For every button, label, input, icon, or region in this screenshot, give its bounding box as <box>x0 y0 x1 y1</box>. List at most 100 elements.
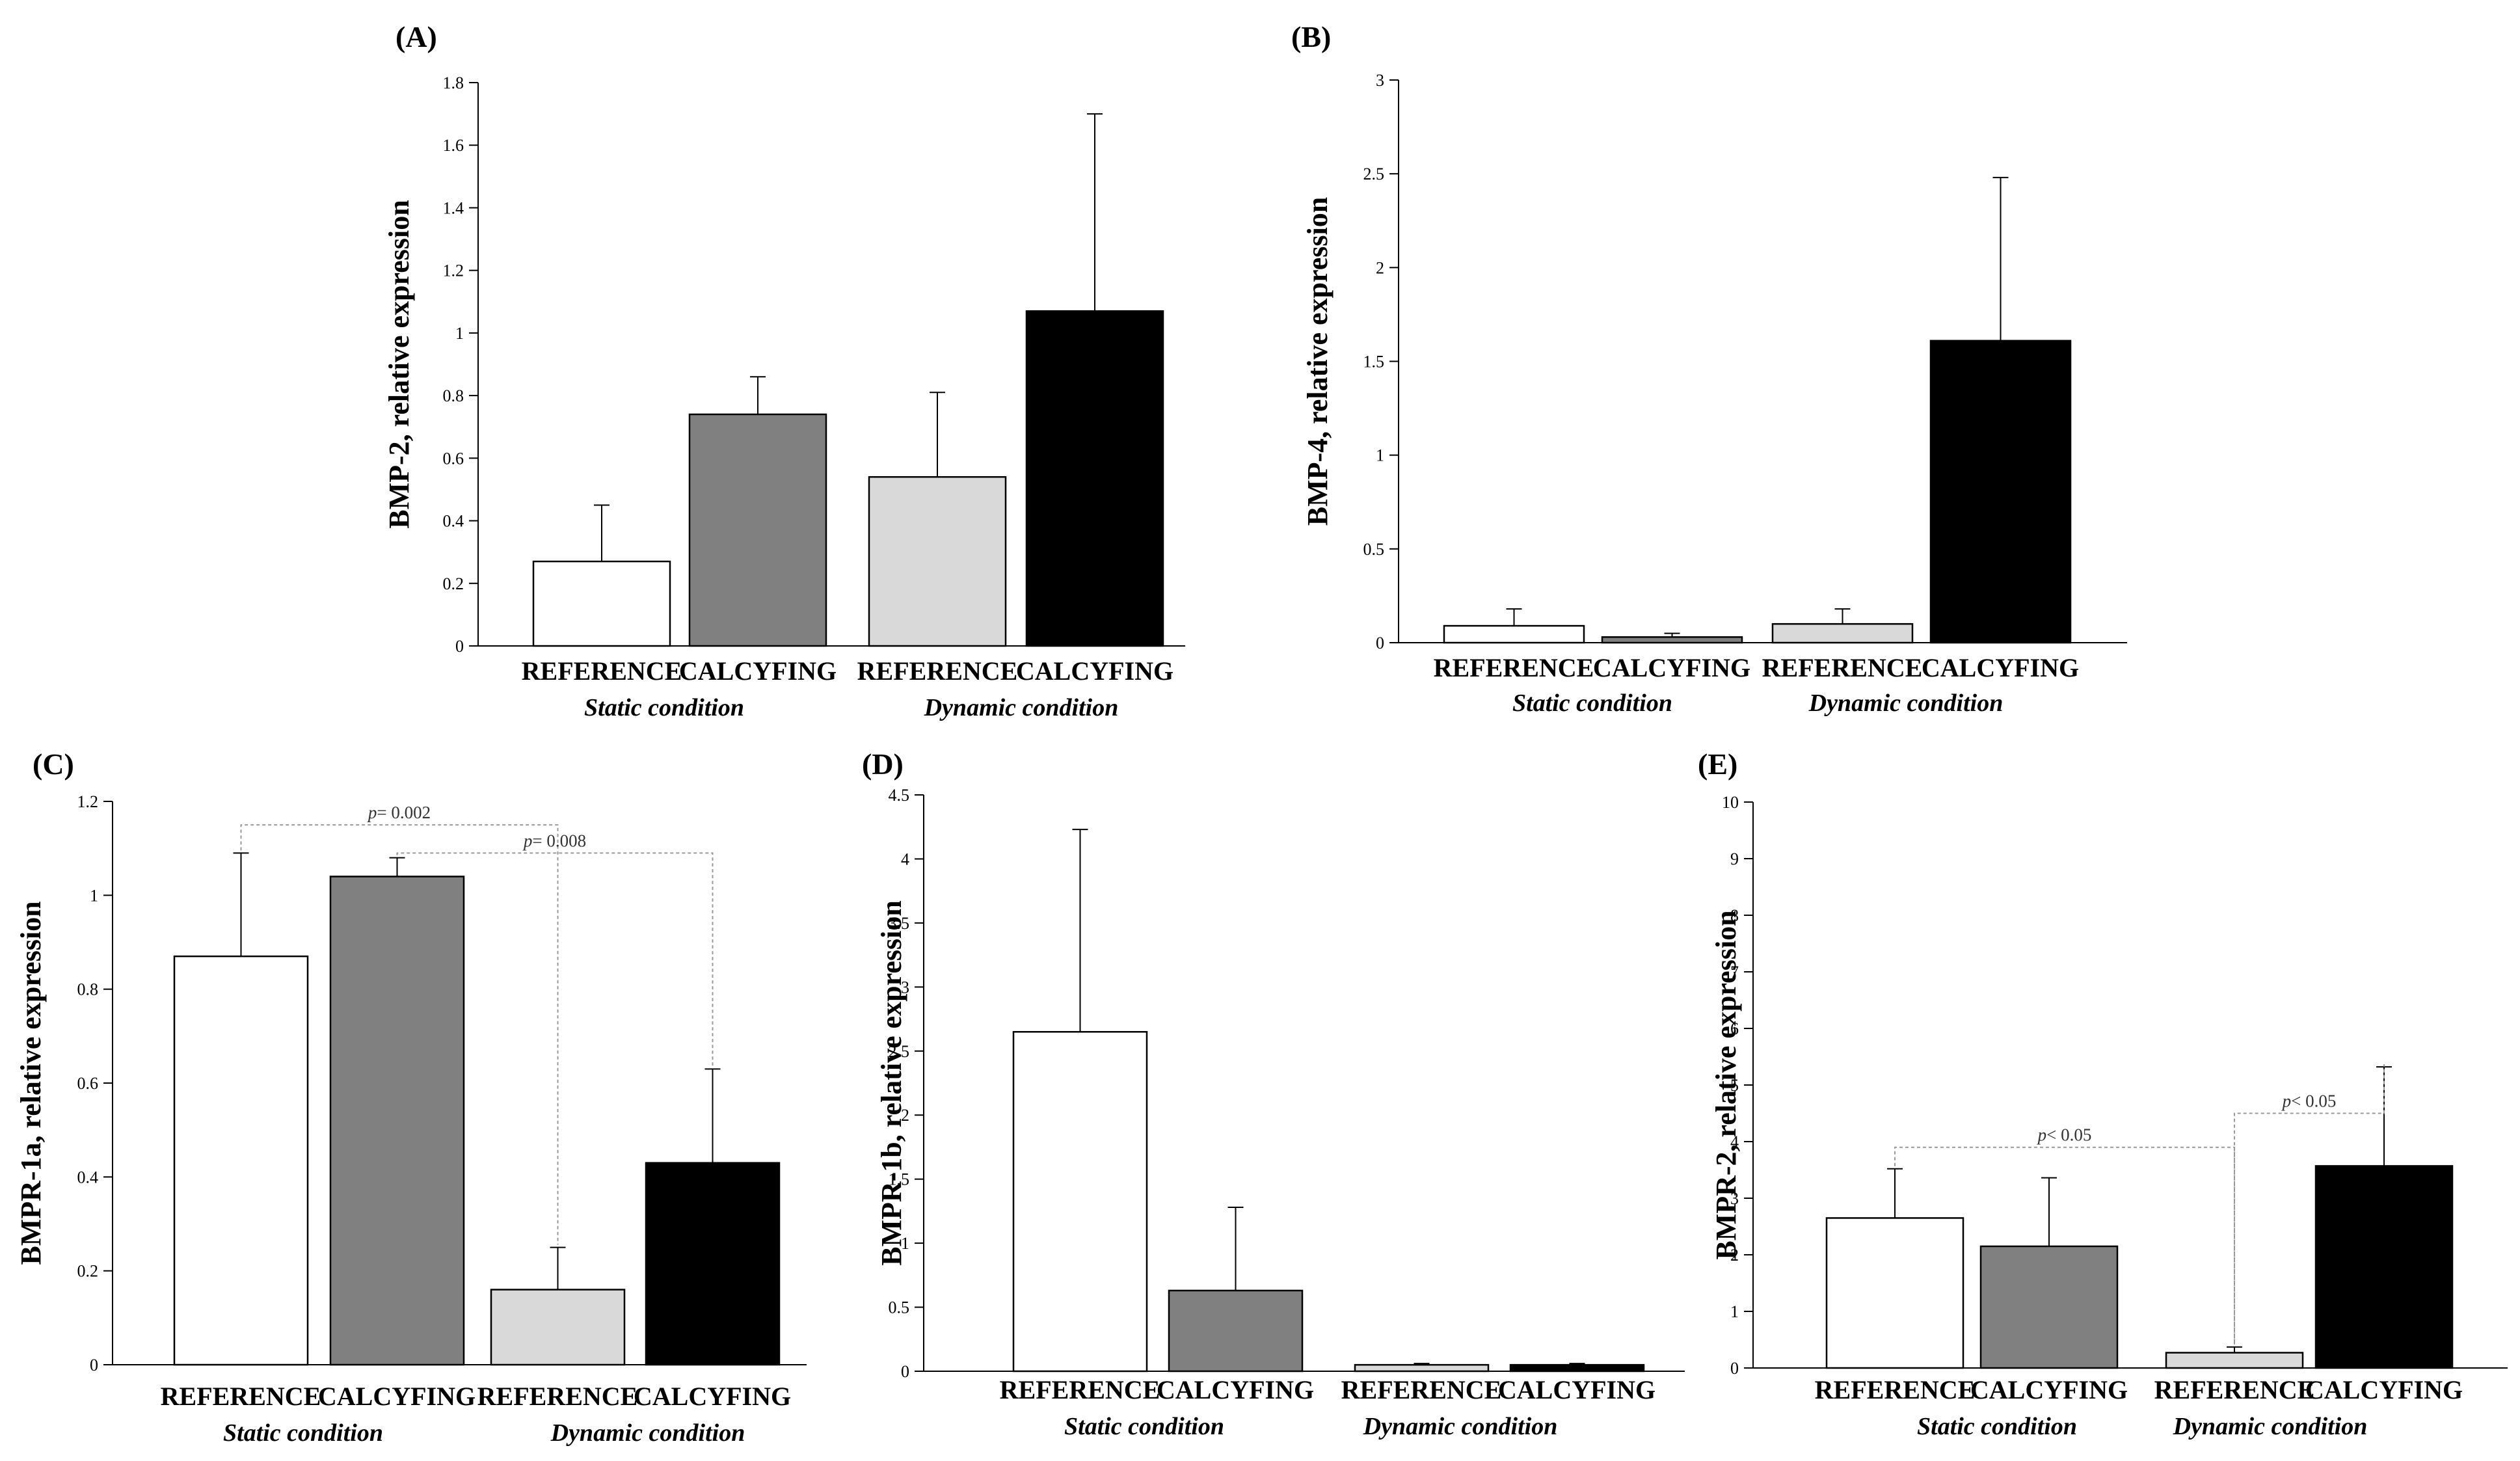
bar-1 <box>173 955 309 1366</box>
y-tick-label: 1 <box>1730 1302 1739 1321</box>
y-tick-label: 0.4 <box>77 1168 99 1186</box>
y-tick-label: 2 <box>1730 1246 1739 1265</box>
y-tick-label: 3.5 <box>889 914 910 933</box>
y-axis-title: BMPR-2, relative expression <box>1710 910 1742 1259</box>
y-tick-label: 1.6 <box>443 136 464 155</box>
category-label: REFERENCE <box>161 1382 321 1411</box>
panel-label: (C) <box>33 747 74 781</box>
y-tick-label: 1 <box>90 886 98 905</box>
category-label: REFERENCE <box>857 656 1018 686</box>
group-label: Dynamic condition <box>550 1419 745 1447</box>
chart-panel-4: (D) 0 0.5 1 1.5 2 2.5 3 3.5 4 4.5 BMPR-1b, relative… <box>862 747 1685 1440</box>
y-tick-label: 1.2 <box>77 792 99 811</box>
category-label: CALCYFING <box>634 1382 791 1411</box>
p-value-text: = 0.002 <box>377 803 431 822</box>
category-label: CALCYFING <box>1922 653 2079 682</box>
y-tick-label: 4 <box>1730 1133 1739 1151</box>
bar-1 <box>1825 1217 1964 1369</box>
chart-panel-1: (A) 0 0.2 0.4 0.6 0.8 1 1.2 1.4 1.6 1.8 BMP-2, rela… <box>383 20 1185 721</box>
category-label: REFERENCE <box>1762 653 1923 682</box>
y-tick-label: 6 <box>1730 1019 1739 1038</box>
y-tick-label: 7 <box>1730 963 1739 982</box>
y-axis-title: BMP-2, relative expression <box>383 200 415 529</box>
bar-3 <box>490 1289 626 1366</box>
group-label: Static condition <box>223 1419 383 1447</box>
bar-1 <box>1012 1030 1148 1373</box>
p-value-text: < 0.05 <box>2046 1125 2091 1145</box>
bar-1 <box>1443 624 1585 644</box>
y-tick-label: 0.8 <box>443 386 464 405</box>
bar-3 <box>1354 1363 1490 1373</box>
y-tick-label: 2.5 <box>889 1042 910 1061</box>
bar-3 <box>1771 623 1914 644</box>
y-tick-label: 1.2 <box>443 261 464 280</box>
y-tick-label: 0.2 <box>443 574 464 593</box>
y-tick-label: 10 <box>1722 793 1739 812</box>
bar-2 <box>1979 1245 2119 1369</box>
bar-3 <box>2165 1352 2304 1369</box>
y-tick-label: 0 <box>901 1362 909 1381</box>
category-label: CALCYFING <box>1016 656 1173 686</box>
bar-4 <box>1929 340 2072 644</box>
category-label: CALCYFING <box>318 1382 476 1411</box>
y-tick-label: 2.5 <box>1363 165 1385 183</box>
panel-label: (A) <box>395 20 437 53</box>
category-label: CALCYFING <box>1593 653 1750 682</box>
y-tick-label: 1.4 <box>443 198 464 217</box>
y-tick-label: 0 <box>90 1356 98 1374</box>
category-label: CALCYFING <box>2305 1375 2463 1404</box>
y-tick-label: 1 <box>1376 446 1384 465</box>
category-label: REFERENCE <box>477 1382 638 1411</box>
y-tick-label: 0.8 <box>77 980 99 999</box>
group-label: Static condition <box>1917 1413 2077 1440</box>
bar-4 <box>1509 1363 1645 1373</box>
p-value-label: p= 0.008 <box>522 831 586 850</box>
bar-4 <box>2314 1165 2454 1369</box>
group-label: Dynamic condition <box>2173 1413 2368 1440</box>
bar-4 <box>645 1162 781 1366</box>
p-value-symbol: p <box>2037 1125 2047 1145</box>
p-value-label: p< 0.05 <box>2281 1092 2337 1111</box>
panel-label: (D) <box>862 747 904 781</box>
p-value-symbol: p <box>367 803 377 822</box>
significance-bracket <box>396 852 714 1067</box>
group-label: Static condition <box>584 694 744 721</box>
p-value-symbol: p <box>522 831 533 850</box>
p-value-label: p< 0.05 <box>2037 1125 2092 1145</box>
y-tick-label: 0.2 <box>77 1262 99 1281</box>
category-label: REFERENCE <box>1815 1375 1976 1404</box>
group-label: Dynamic condition <box>1363 1413 1558 1440</box>
y-tick-label: 2 <box>1376 258 1384 277</box>
group-label: Static condition <box>1512 690 1672 717</box>
y-tick-label: 5 <box>1730 1076 1739 1095</box>
bar-2 <box>1601 636 1743 644</box>
y-tick-label: 8 <box>1730 906 1739 925</box>
y-tick-label: 3 <box>1730 1189 1739 1208</box>
y-tick-label: 0.4 <box>443 512 464 531</box>
chart-panel-5: (E) 0 1 2 3 4 5 6 7 8 9 10 BMPR-2, relative expressi… <box>1698 747 2508 1440</box>
chart-panel-2: (B) 0 0.5 1 1.5 2 2.5 3 BMP-4, relative expressi… <box>1291 20 2127 717</box>
significance-bracket <box>1894 1146 2235 1345</box>
bar-2 <box>329 876 465 1366</box>
y-tick-label: 4.5 <box>889 786 910 805</box>
category-label: CALCYFING <box>1157 1375 1314 1404</box>
significance-bracket <box>2234 1064 2385 1345</box>
bar-2 <box>1168 1289 1304 1373</box>
y-axis-title: BMPR-1a, relative expression <box>15 901 47 1265</box>
bar-4 <box>1025 310 1164 647</box>
y-tick-label: 3 <box>901 978 909 997</box>
p-value-symbol: p <box>2281 1092 2292 1111</box>
y-tick-label: 9 <box>1730 850 1739 868</box>
category-label: CALCYFING <box>1970 1375 2128 1404</box>
y-tick-label: 4 <box>901 850 909 868</box>
y-tick-label: 1 <box>901 1234 909 1253</box>
y-tick-label: 0.5 <box>889 1298 910 1317</box>
chart-panel-3: (C) 0 0.2 0.4 0.6 0.8 1 1.2 BMPR-1a, relative ex… <box>15 747 807 1447</box>
bar-1 <box>532 560 671 647</box>
panel-label: (B) <box>1291 20 1331 53</box>
y-tick-label: 1.8 <box>443 74 464 92</box>
bar-2 <box>688 413 827 647</box>
significance-bracket <box>240 824 559 1245</box>
y-tick-label: 1.5 <box>1363 353 1385 371</box>
group-label: Dynamic condition <box>924 694 1119 721</box>
